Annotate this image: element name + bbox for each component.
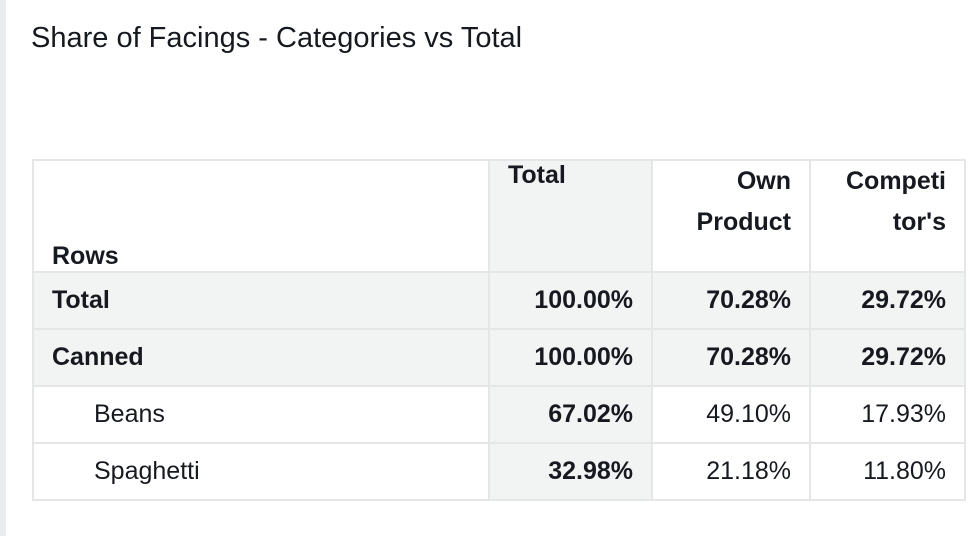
cell-value[interactable]: 32.98% <box>488 442 653 501</box>
column-header-line: Own <box>736 167 791 195</box>
column-header-label: Total <box>508 161 566 189</box>
column-header-competitors[interactable]: Competi tor's <box>809 159 966 273</box>
row-label[interactable]: Canned <box>32 328 490 387</box>
row-label[interactable]: Beans <box>32 385 490 444</box>
table-row[interactable]: Beans 67.02% 49.10% 17.93% <box>32 385 966 444</box>
column-header-total[interactable]: Total <box>488 159 653 273</box>
table-row[interactable]: Total 100.00% 70.28% 29.72% <box>32 271 966 330</box>
column-header-label: Own Product <box>697 167 791 236</box>
row-label[interactable]: Spaghetti <box>32 442 490 501</box>
rows-header[interactable]: Rows <box>32 159 490 273</box>
pivot-table: Rows Total Own Product Competi tor's Total… <box>32 159 966 501</box>
row-label[interactable]: Total <box>32 271 490 330</box>
cell-value[interactable]: 11.80% <box>809 442 966 501</box>
cell-value[interactable]: 29.72% <box>809 328 966 387</box>
chart-title: Share of Facings - Categories vs Total <box>31 22 523 54</box>
table-row[interactable]: Spaghetti 32.98% 21.18% 11.80% <box>32 442 966 501</box>
cell-value[interactable]: 17.93% <box>809 385 966 444</box>
column-header-line: tor's <box>892 208 946 236</box>
cell-value[interactable]: 70.28% <box>651 328 811 387</box>
cell-value[interactable]: 67.02% <box>488 385 653 444</box>
column-header-label: Competi tor's <box>846 167 946 236</box>
column-header-own-product[interactable]: Own Product <box>651 159 811 273</box>
column-header-line: Competi <box>846 167 946 195</box>
pivot-body: Total 100.00% 70.28% 29.72% Canned 100.00% 70.… <box>32 271 966 501</box>
cell-value[interactable]: 49.10% <box>651 385 811 444</box>
cell-value[interactable]: 29.72% <box>809 271 966 330</box>
cell-value[interactable]: 100.00% <box>488 271 653 330</box>
header-row: Rows Total Own Product Competi tor's <box>32 159 966 273</box>
cell-value[interactable]: 21.18% <box>651 442 811 501</box>
cell-value[interactable]: 100.00% <box>488 328 653 387</box>
cell-value[interactable]: 70.28% <box>651 271 811 330</box>
table-row[interactable]: Canned 100.00% 70.28% 29.72% <box>32 328 966 387</box>
column-header-line: Product <box>696 208 791 236</box>
